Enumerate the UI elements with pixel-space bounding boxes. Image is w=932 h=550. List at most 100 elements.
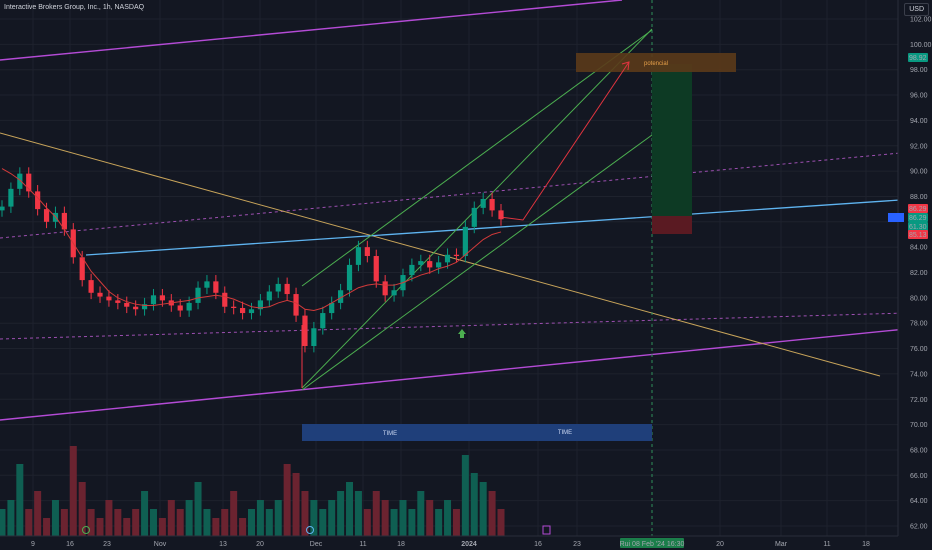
candle-body [489, 198, 495, 211]
candle-body [275, 283, 281, 292]
y-tick-label: 84.00 [910, 245, 928, 252]
volume-bar [203, 509, 211, 536]
x-tick-label: 13 [219, 541, 227, 548]
x-tick-label: 16 [534, 541, 542, 548]
projection-arrowhead [621, 61, 630, 71]
candle-body [266, 291, 272, 301]
candle-body [79, 257, 85, 281]
y-tick-label: 66.00 [910, 473, 928, 480]
price-axis: 102.00 100.00 98.00 96.00 94.00 92.00 90.00 88.… [888, 0, 932, 550]
volume-bar [69, 446, 77, 536]
y-tick-label: 100.00 [910, 42, 932, 49]
x-tick-label: Mar [775, 541, 788, 548]
volume-bar [0, 509, 6, 536]
green-channel-lower [301, 134, 653, 391]
price-label: 86.29 [909, 215, 927, 222]
volume-bar [461, 455, 469, 536]
candles-layer [0, 167, 504, 353]
volume-bar [132, 509, 140, 536]
volume-bar [239, 518, 247, 536]
potential-label: potencial [644, 61, 668, 67]
volume-bar [78, 482, 86, 536]
candle-body [115, 300, 121, 303]
downtrend-line [0, 132, 881, 377]
y-tick-label: 94.00 [910, 118, 928, 125]
candle-body [355, 247, 362, 265]
candle-body [35, 191, 41, 210]
time-box-left [302, 424, 478, 441]
price-label-bg [908, 213, 928, 222]
candle-body [284, 283, 290, 295]
green-channel-top [301, 28, 653, 389]
y-tick-label: 96.00 [910, 93, 928, 100]
volume-bar [60, 509, 68, 536]
candle-body [106, 296, 112, 301]
volume-bar [221, 509, 229, 536]
volume-bar [399, 500, 407, 536]
candle-body [231, 306, 237, 308]
candle-body [213, 281, 219, 293]
volume-bar [96, 518, 104, 536]
target-zone-box [652, 64, 692, 216]
candle-body [436, 262, 442, 268]
candle-body [150, 295, 157, 305]
time-axis-bg [0, 536, 898, 550]
alert-badge [888, 213, 904, 222]
price-label: 86.29 [909, 206, 927, 213]
lower-channel-line [0, 328, 907, 421]
volume-bar [167, 500, 175, 536]
volume-bar [408, 509, 416, 536]
moving-average-line [1, 168, 502, 312]
candle-body [26, 173, 32, 192]
volume-bar [363, 509, 371, 536]
price-label: 61.30 [909, 224, 927, 231]
price-axis-bg [898, 0, 932, 550]
candle-body [418, 261, 424, 265]
volume-bar [141, 491, 149, 536]
volume-bar [497, 509, 505, 536]
candle-body [320, 313, 326, 329]
up-arrow-marker [458, 329, 466, 338]
dividend-marker-2 [306, 526, 314, 534]
volume-bar [149, 509, 157, 536]
candle-body [346, 264, 353, 291]
y-tick-label: 78.00 [910, 321, 928, 328]
candle-body [329, 302, 335, 314]
volume-bar [25, 509, 33, 536]
candle-body [409, 264, 415, 276]
date-cursor-bg [620, 538, 684, 548]
currency-button[interactable]: USD [904, 3, 929, 16]
volume-bar [256, 500, 264, 536]
support-line [85, 199, 901, 256]
price-label-bg [908, 222, 928, 231]
volume-bar [43, 518, 51, 536]
volume-bar [470, 473, 478, 536]
x-tick-label: 23 [573, 541, 581, 548]
projection-arrow [499, 61, 630, 221]
volume-bar [452, 509, 460, 536]
time-box-right [478, 424, 652, 441]
candle-body [462, 226, 468, 257]
candle-body [391, 290, 397, 296]
candle-body [195, 287, 201, 303]
volume-bar [488, 491, 496, 536]
candle-body [159, 295, 165, 301]
volume-bar [158, 518, 166, 536]
mid-dashed-line-upper [0, 152, 901, 239]
earnings-marker [542, 525, 551, 535]
volume-bar [390, 509, 398, 536]
candle-body [17, 173, 23, 189]
volume-bar [7, 500, 15, 536]
volume-bar [426, 500, 434, 536]
volume-bar [194, 482, 202, 536]
time-label-right: TIME [558, 430, 572, 436]
volume-bar [283, 464, 291, 536]
candle-body [97, 292, 103, 297]
candle-body [498, 210, 504, 220]
candle-body [471, 207, 477, 227]
volume-bar [301, 491, 309, 536]
candle-body [302, 315, 308, 347]
x-tick-label: Dec [310, 541, 323, 548]
volume-bar [123, 518, 131, 536]
